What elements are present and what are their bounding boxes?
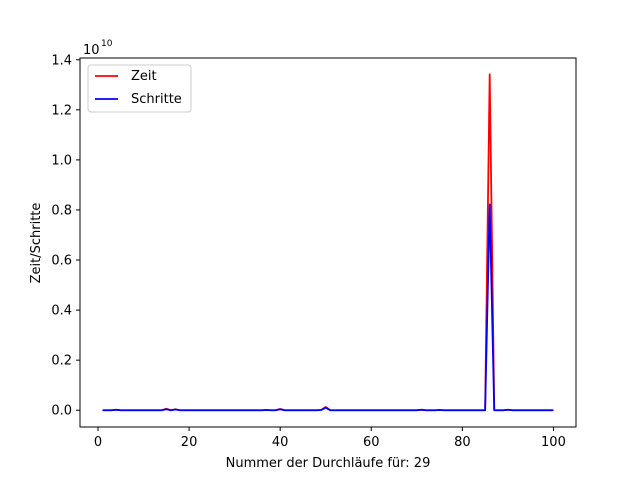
y-axis: 0.0 0.2 0.4 0.6 0.8 1.0 1.2 1.4 [51, 53, 80, 419]
y-tick-label: 0.0 [51, 404, 72, 419]
y-offset-label: 10 10 [83, 39, 113, 58]
y-offset-exponent: 10 [101, 39, 113, 49]
y-tick-label: 1.2 [51, 103, 72, 118]
y-tick-label: 0.4 [51, 304, 72, 319]
x-tick-label: 80 [454, 435, 471, 450]
plot-frame [79, 57, 577, 428]
legend: Zeit Schritte [87, 64, 192, 113]
x-tick-label: 100 [541, 435, 566, 450]
y-tick-label: 0.2 [51, 354, 72, 369]
series-line-schritte [102, 203, 554, 412]
legend-label-schritte: Schritte [131, 92, 182, 107]
x-tick-label: 20 [181, 435, 198, 450]
y-axis-label: Zeit/Schritte [29, 203, 44, 284]
x-tick-label: 0 [94, 435, 102, 450]
legend-label-zeit: Zeit [131, 69, 157, 84]
x-axis-label: Nummer der Durchläufe für: 29 [226, 456, 431, 471]
y-offset-base: 10 [83, 43, 100, 58]
y-tick-label: 0.6 [51, 254, 72, 269]
x-tick-label: 40 [272, 435, 289, 450]
y-tick-label: 0.8 [51, 203, 72, 218]
y-tick-label: 1.4 [51, 53, 72, 68]
x-axis: 0 20 40 60 80 100 [94, 427, 566, 450]
y-tick-label: 1.0 [51, 153, 72, 168]
x-tick-label: 60 [363, 435, 380, 450]
plot-lines [102, 73, 554, 412]
